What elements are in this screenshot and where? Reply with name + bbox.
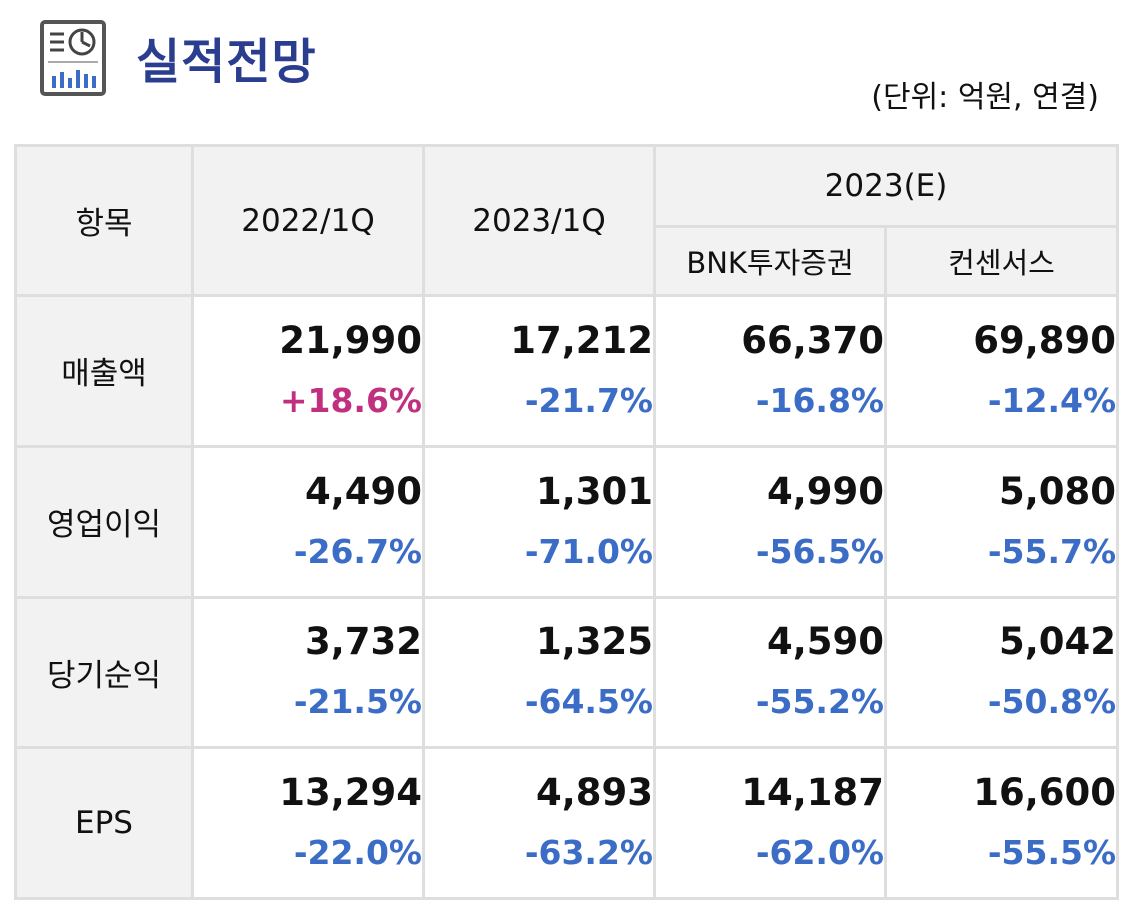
table-cell: 21,990 +18.6% xyxy=(191,294,425,448)
cell-change: -71.0% xyxy=(524,531,653,571)
table-row: 영업이익 4,490 -26.7% 1,301 -71.0% 4,990 -56.5% 5,0… xyxy=(14,444,1120,599)
cell-change: -12.4% xyxy=(987,380,1117,420)
cell-value: 4,990 xyxy=(766,469,884,513)
cell-change: -21.5% xyxy=(293,682,422,722)
header-item: 항목 xyxy=(14,144,194,297)
cell-value: 66,370 xyxy=(741,318,884,362)
cell-value: 13,294 xyxy=(279,771,422,815)
cell-change: -26.7% xyxy=(293,531,422,571)
row-label: 매출액 xyxy=(14,294,194,448)
table-cell: 13,294 -22.0% xyxy=(191,746,425,900)
cell-value: 4,893 xyxy=(535,771,653,815)
table-cell: 17,212 -21.7% xyxy=(422,294,656,448)
table-cell: 1,325 -64.5% xyxy=(422,595,656,750)
table-cell: 4,893 -63.2% xyxy=(422,746,656,900)
header-2023-1q: 2023/1Q xyxy=(422,144,656,297)
table-cell: 14,187 -62.0% xyxy=(653,746,887,900)
cell-value: 21,990 xyxy=(279,318,422,362)
header-2022-1q: 2022/1Q xyxy=(191,144,425,297)
row-label: 영업이익 xyxy=(14,444,194,599)
cell-value: 4,590 xyxy=(766,620,884,664)
table-cell: 66,370 -16.8% xyxy=(653,294,887,448)
cell-change: -50.8% xyxy=(987,682,1117,722)
cell-value: 5,080 xyxy=(998,469,1117,513)
header-bnk: BNK투자증권 xyxy=(653,225,887,297)
cell-change: -22.0% xyxy=(293,833,422,873)
table-cell: 1,301 -71.0% xyxy=(422,444,656,599)
page-header: 실적전망 (단위: 억원, 연결) xyxy=(0,0,1125,140)
cell-value: 4,490 xyxy=(304,469,422,513)
cell-value: 3,732 xyxy=(304,620,422,664)
table-row: EPS 13,294 -22.0% 4,893 -63.2% 14,187 -62.0% 16… xyxy=(14,746,1120,900)
page-title: 실적전망 xyxy=(136,34,317,90)
table-cell: 69,890 -12.4% xyxy=(883,294,1120,448)
cell-value: 17,212 xyxy=(510,318,653,362)
header-2023e: 2023(E) xyxy=(652,144,1120,228)
cell-change: -63.2% xyxy=(524,833,653,873)
cell-value: 1,301 xyxy=(535,469,653,513)
cell-change: -62.0% xyxy=(755,833,884,873)
cell-value: 5,042 xyxy=(998,620,1117,664)
table-row: 당기순익 3,732 -21.5% 1,325 -64.5% 4,590 -55.2% 5,0… xyxy=(14,595,1120,750)
report-chart-icon xyxy=(40,20,106,96)
cell-change: -64.5% xyxy=(524,682,653,722)
header-consensus: 컨센서스 xyxy=(883,225,1120,297)
cell-change: -21.7% xyxy=(524,380,653,420)
cell-value: 14,187 xyxy=(741,771,884,815)
table-cell: 4,590 -55.2% xyxy=(653,595,887,750)
row-label: EPS xyxy=(14,746,194,900)
forecast-table: 항목 2022/1Q 2023/1Q 2023(E) BNK투자증권 컨센서스 … xyxy=(14,144,1120,900)
cell-value: 16,600 xyxy=(973,771,1117,815)
unit-note: (단위: 억원, 연결) xyxy=(871,80,1099,115)
cell-change: -56.5% xyxy=(755,531,884,571)
cell-change: -16.8% xyxy=(755,380,884,420)
table-cell: 4,490 -26.7% xyxy=(191,444,425,599)
cell-value: 1,325 xyxy=(535,620,653,664)
cell-change: -55.5% xyxy=(987,833,1117,873)
cell-change: -55.2% xyxy=(755,682,884,722)
table-cell: 5,042 -50.8% xyxy=(883,595,1120,750)
cell-change: +18.6% xyxy=(279,380,422,420)
table-cell: 16,600 -55.5% xyxy=(883,746,1120,900)
table-row: 매출액 21,990 +18.6% 17,212 -21.7% 66,370 -16.8% 6… xyxy=(14,294,1120,448)
table-cell: 5,080 -55.7% xyxy=(883,444,1120,599)
table-cell: 3,732 -21.5% xyxy=(191,595,425,750)
table-cell: 4,990 -56.5% xyxy=(653,444,887,599)
cell-change: -55.7% xyxy=(987,531,1117,571)
cell-value: 69,890 xyxy=(973,318,1117,362)
row-label: 당기순익 xyxy=(14,595,194,750)
